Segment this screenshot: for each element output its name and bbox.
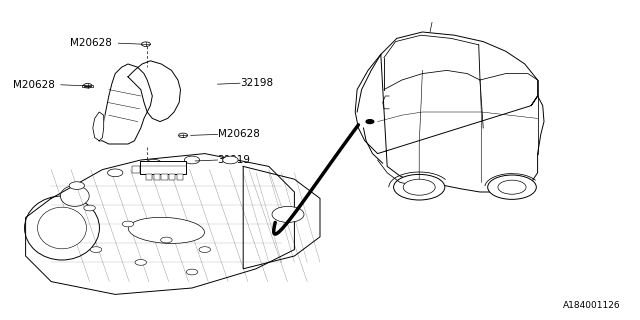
Circle shape	[186, 269, 198, 275]
Polygon shape	[128, 61, 180, 122]
Bar	[154, 174, 160, 180]
Polygon shape	[243, 166, 320, 269]
Circle shape	[135, 260, 147, 265]
Circle shape	[223, 156, 238, 164]
Text: M20628: M20628	[13, 80, 54, 90]
Circle shape	[146, 159, 161, 167]
Circle shape	[498, 180, 526, 194]
Polygon shape	[355, 32, 544, 192]
Circle shape	[179, 133, 188, 138]
Bar	[82, 84, 93, 87]
Circle shape	[403, 179, 435, 195]
Circle shape	[83, 84, 92, 88]
Text: 32198: 32198	[240, 78, 273, 88]
Ellipse shape	[60, 186, 89, 206]
Circle shape	[108, 169, 123, 177]
Polygon shape	[99, 64, 152, 144]
Circle shape	[272, 206, 304, 222]
Circle shape	[69, 182, 84, 189]
Polygon shape	[93, 112, 104, 141]
Bar	[140, 161, 186, 174]
Bar	[146, 174, 152, 180]
Circle shape	[90, 247, 102, 252]
Ellipse shape	[24, 196, 99, 260]
Circle shape	[488, 175, 536, 199]
Text: M20628: M20628	[70, 38, 112, 48]
Circle shape	[141, 42, 150, 46]
Circle shape	[161, 237, 172, 243]
Text: M20628: M20628	[218, 129, 259, 140]
Circle shape	[366, 120, 374, 124]
Circle shape	[184, 156, 200, 164]
Ellipse shape	[129, 217, 204, 244]
Text: A184001126: A184001126	[563, 301, 621, 310]
Bar	[132, 166, 140, 173]
Circle shape	[199, 247, 211, 252]
Polygon shape	[26, 154, 294, 294]
Circle shape	[84, 205, 95, 211]
Bar	[169, 174, 175, 180]
Bar	[161, 174, 168, 180]
Ellipse shape	[38, 207, 86, 249]
Circle shape	[394, 174, 445, 200]
Text: 30919: 30919	[218, 155, 251, 165]
Bar	[177, 174, 183, 180]
Circle shape	[122, 221, 134, 227]
